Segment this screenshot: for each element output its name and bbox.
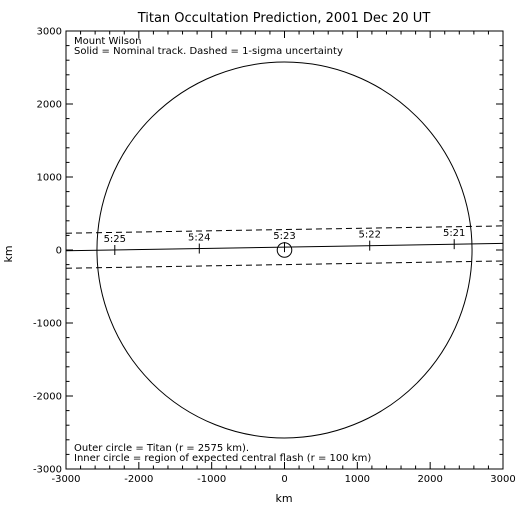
y-tick-label: 0	[56, 246, 62, 257]
y-axis-label: km	[2, 245, 15, 262]
y-tick-label: 3000	[37, 27, 62, 38]
uncertainty-track	[66, 260, 503, 269]
y-tick-label: -3000	[33, 465, 62, 476]
y-tick-label: -1000	[33, 319, 62, 330]
time-label: 5:22	[358, 230, 380, 241]
x-axis-label: km	[275, 492, 292, 505]
y-tick-label: 2000	[37, 100, 62, 111]
y-tick-label: -2000	[33, 392, 62, 403]
time-label: 5:23	[273, 231, 295, 242]
x-tick-label: 2000	[417, 474, 442, 485]
x-tick-label: 3000	[490, 474, 515, 485]
chart-title: Titan Occultation Prediction, 2001 Dec 2…	[137, 11, 431, 26]
site-label: Mount Wilson	[74, 36, 141, 47]
x-tick-label: -1000	[197, 474, 226, 485]
x-tick-label: -3000	[51, 474, 80, 485]
time-label: 5:24	[188, 233, 210, 244]
y-tick-label: 1000	[37, 173, 62, 184]
data-group: 5:25 5:24 5:23 5:22 5:21	[66, 61, 503, 439]
x-tick-label: 1000	[345, 474, 370, 485]
inner-circle-note: Inner circle = region of expected centra…	[74, 453, 371, 464]
uncertainty-track	[66, 225, 503, 234]
x-tick-label: -2000	[124, 474, 153, 485]
time-label: 5:25	[104, 234, 126, 245]
time-label: 5:21	[443, 228, 465, 239]
x-tick-label: 0	[281, 474, 287, 485]
legend-note: Solid = Nominal track. Dashed = 1-sigma …	[74, 46, 343, 57]
outer-circle-note: Outer circle = Titan (r = 2575 km).	[74, 443, 249, 454]
